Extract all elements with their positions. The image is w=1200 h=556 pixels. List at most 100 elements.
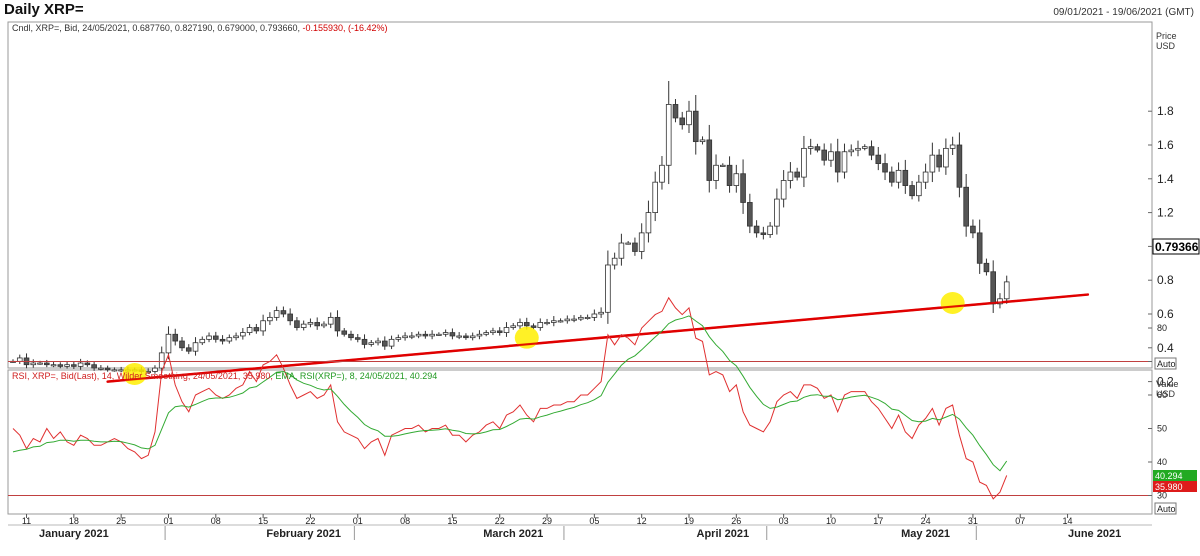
- candle: [23, 353, 30, 369]
- date-tick-label: 18: [69, 516, 79, 526]
- candle: [192, 337, 199, 356]
- price-tick-label: 1.2: [1157, 206, 1174, 220]
- candle-body: [368, 342, 375, 345]
- date-tick-label: 29: [542, 516, 552, 526]
- candle: [929, 142, 936, 183]
- candle: [206, 332, 212, 343]
- candle-body: [267, 316, 273, 322]
- candle: [71, 361, 77, 369]
- candle: [476, 330, 483, 340]
- candle: [625, 240, 631, 245]
- candle-body: [348, 333, 354, 339]
- candle: [990, 260, 996, 313]
- candle-body: [253, 327, 260, 332]
- candle-body: [699, 139, 706, 143]
- candle-body: [537, 322, 544, 328]
- candle: [598, 307, 604, 318]
- candle: [821, 143, 827, 166]
- candle: [936, 149, 942, 172]
- candle-body: [436, 333, 442, 336]
- candle-body: [821, 149, 827, 161]
- candle-body: [706, 139, 713, 181]
- candle: [787, 162, 794, 189]
- date-tick-label: 03: [779, 516, 789, 526]
- candle-body: [375, 340, 381, 344]
- candle-body: [219, 338, 226, 342]
- candle: [246, 324, 253, 336]
- price-panel-frame: [7, 21, 1153, 369]
- candle-body: [983, 262, 990, 273]
- candle-body: [388, 338, 395, 347]
- candle: [909, 180, 915, 200]
- candle: [483, 330, 489, 337]
- candle: [334, 310, 341, 337]
- rsi-line: [12, 296, 1008, 500]
- candle-body: [868, 146, 875, 156]
- candle: [300, 320, 307, 331]
- candle: [158, 346, 165, 374]
- month-label: June 2021: [1068, 528, 1121, 540]
- candle-body: [490, 330, 496, 333]
- candle-body: [767, 225, 773, 235]
- candle: [692, 94, 699, 155]
- candle-body: [449, 332, 456, 337]
- candle: [409, 332, 415, 340]
- candle: [307, 318, 314, 328]
- price-auto-button[interactable]: Auto: [1154, 357, 1177, 370]
- candle-body: [551, 320, 557, 323]
- candle-body: [747, 202, 753, 227]
- candle-body: [287, 313, 293, 322]
- date-tick-label: 17: [873, 516, 883, 526]
- rsi-tick-label: 50: [1157, 424, 1167, 434]
- candle: [780, 170, 787, 208]
- candle: [111, 367, 118, 372]
- date-tick-label: 19: [684, 516, 694, 526]
- candle: [564, 315, 571, 324]
- price-axis-unit: USD: [1156, 41, 1176, 51]
- date-tick-label: 11: [22, 516, 31, 526]
- date-tick-label: 25: [116, 516, 126, 526]
- ema-value-label: 40.294: [1155, 471, 1183, 481]
- candle-body: [30, 362, 37, 366]
- candle: [517, 318, 523, 330]
- candle-body: [733, 173, 740, 186]
- candle-body: [395, 337, 402, 340]
- candle: [679, 111, 686, 130]
- candle-body: [598, 311, 604, 315]
- candle-body: [341, 330, 348, 335]
- candle: [273, 306, 280, 321]
- candle: [50, 361, 57, 368]
- candle: [415, 331, 422, 339]
- candle-body: [50, 364, 57, 367]
- candle: [956, 132, 963, 198]
- price-tick-label: 0.2: [1157, 375, 1174, 389]
- candle: [557, 318, 564, 323]
- candle-body: [496, 330, 503, 333]
- candle: [77, 358, 84, 370]
- candle-body: [963, 186, 969, 227]
- candle-body: [212, 335, 219, 340]
- candle-body: [652, 181, 658, 213]
- rsi-value-tag: [1153, 481, 1197, 492]
- rsi-auto-button[interactable]: Auto: [1154, 502, 1177, 515]
- candle-body: [185, 347, 192, 352]
- candle-body: [645, 212, 652, 234]
- candle: [321, 321, 327, 329]
- candle: [436, 332, 442, 336]
- candle-body: [929, 154, 936, 173]
- candle-body: [916, 181, 922, 197]
- candle-body: [300, 323, 307, 328]
- candle: [949, 136, 956, 156]
- candle: [767, 221, 773, 238]
- candle: [327, 312, 334, 329]
- candle-body: [77, 362, 84, 367]
- candle-body: [381, 340, 388, 347]
- candle: [902, 159, 909, 194]
- candle: [720, 163, 726, 167]
- price-tick-label: 0.8: [1157, 273, 1174, 287]
- date-tick-label: 05: [589, 516, 599, 526]
- rsi-legend-ema: EMA, RSI(XRP=), 8, 24/05/2021, 40.294: [275, 371, 437, 381]
- candle-body: [240, 332, 246, 337]
- candle: [983, 258, 990, 276]
